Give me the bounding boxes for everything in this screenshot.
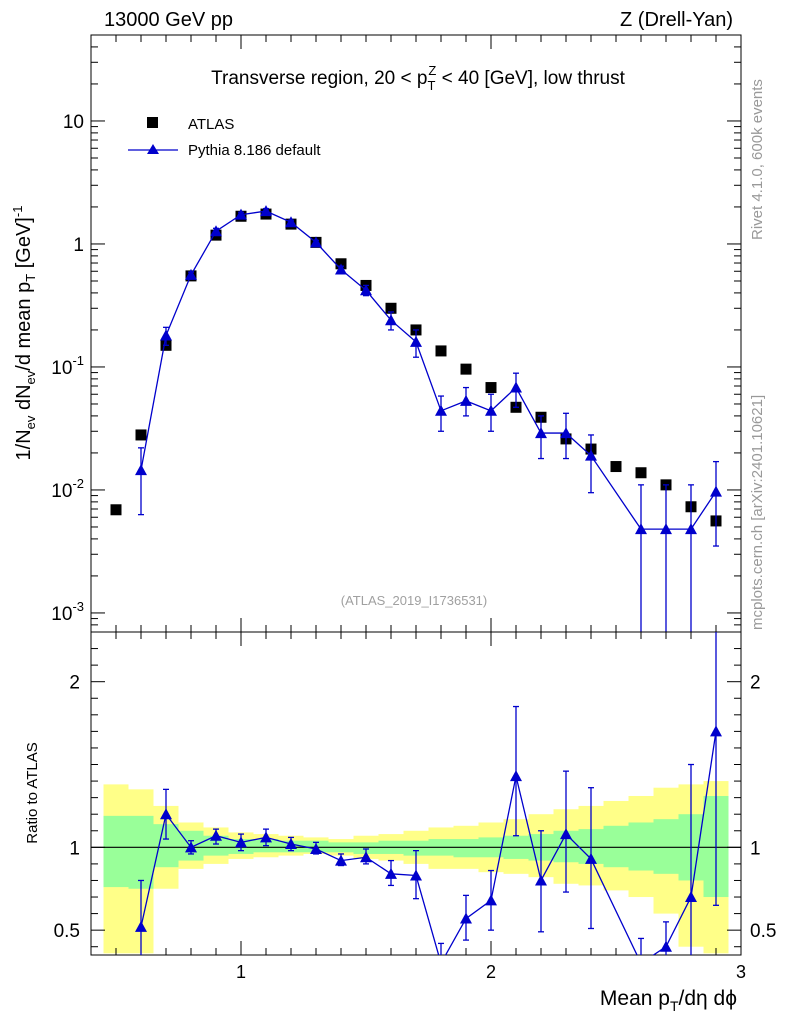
header-left: 13000 GeV pp (104, 9, 233, 31)
x-tick-label: 2 (486, 962, 496, 982)
atlas-data-point (460, 363, 472, 375)
ratio-point (585, 852, 597, 864)
pythia-point (685, 523, 697, 535)
pythia-point (185, 268, 197, 280)
ratio-point (685, 891, 697, 903)
stat-band-bin (403, 840, 429, 856)
ratio-point (335, 854, 347, 866)
pythia-point (135, 464, 147, 476)
pythia-point (335, 263, 347, 275)
stat-band-bin (203, 835, 229, 856)
ratio-point (635, 957, 647, 968)
pythia-point (310, 236, 322, 248)
legend-marker-atlas (147, 117, 158, 128)
main-plot-title: Transverse region, 20 < pTZ < 40 [GeV], … (211, 63, 625, 93)
pythia-point (410, 335, 422, 347)
pythia-point (510, 381, 522, 393)
stat-band-bin (453, 839, 479, 858)
pythia-point (560, 427, 572, 439)
ratio-y-tick-label-left: 0.5 (54, 921, 80, 942)
pythia-point (635, 523, 647, 535)
stat-band-bin (653, 819, 679, 874)
rivet-label: Rivet 4.1.0, 600k events (749, 79, 766, 240)
ratio-point (285, 838, 297, 850)
ratio-point (710, 725, 722, 737)
ratio-y-tick-label-right: 1 (750, 838, 761, 859)
header-right: Z (Drell-Yan) (620, 9, 733, 31)
ratio-point (485, 894, 497, 906)
atlas-data-point (635, 467, 647, 479)
y-tick-label: 10-1 (51, 353, 84, 379)
ratio-point (535, 874, 547, 886)
pythia-point (285, 216, 297, 228)
stat-band-bin (628, 822, 654, 871)
pythia-point (210, 225, 222, 237)
atlas-data-point (135, 429, 147, 441)
ratio-point (185, 841, 197, 853)
ratio-point (260, 831, 272, 843)
mcplots-label: mcplots.cern.ch [arXiv:2401.10621] (749, 395, 766, 630)
y-tick-label: 10-3 (51, 599, 84, 625)
atlas-data-point (610, 461, 622, 473)
ratio-plot-frame (90, 631, 742, 956)
ratio-y-tick-label-left: 2 (69, 673, 80, 694)
pythia-point (485, 404, 497, 416)
pythia-point (160, 329, 172, 341)
x-tick-label: 3 (736, 962, 746, 982)
ratio-point (360, 851, 372, 863)
stat-band-bin (103, 815, 129, 888)
analysis-watermark: (ATLAS_2019_I1736531) (341, 593, 487, 608)
ratio-point (385, 867, 397, 879)
ratio-plot: 1 2 30.5 0.51 12 2 (54, 631, 776, 982)
ratio-point (560, 828, 572, 840)
y-tick-label: 1 (73, 235, 84, 256)
pythia-line (140, 210, 717, 530)
ratio-point (135, 920, 147, 932)
atlas-data-point (435, 345, 447, 357)
stat-band-bin (128, 815, 154, 889)
ratio-point (510, 770, 522, 782)
pythia-point (710, 485, 722, 497)
atlas-data-point (385, 302, 397, 314)
pythia-point (235, 208, 247, 220)
y-axis-title: 1/Nev dNev/d mean pT [GeV]-1 (10, 206, 38, 461)
y-tick-label: 10 (63, 112, 84, 133)
ratio-y-tick-label-left: 1 (69, 838, 80, 859)
ratio-point (410, 869, 422, 881)
pythia-point (260, 205, 272, 217)
x-tick-label: 1 (236, 962, 246, 982)
legend-label-atlas: ATLAS (188, 116, 234, 133)
pythia-point (535, 427, 547, 439)
x-axis-title: Mean pT/dη dϕ (600, 987, 737, 1014)
main-plot: 10-3 10-2 10-1 1 10 (51, 34, 742, 633)
ratio-y-tick-label-right: 0.5 (750, 921, 776, 942)
y-tick-label: 10-2 (51, 476, 84, 502)
ratio-y-axis-title: Ratio to ATLAS (24, 742, 41, 843)
ratio-point (435, 957, 447, 968)
ratio-point (310, 842, 322, 854)
legend-label-pythia: Pythia 8.186 default (188, 142, 321, 159)
pythia-point (360, 284, 372, 296)
legend: ATLAS Pythia 8.186 default (128, 116, 321, 159)
pythia-point (435, 404, 447, 416)
stat-band-bin (353, 842, 379, 854)
stat-band-bin (603, 825, 629, 868)
atlas-data-point (485, 382, 497, 394)
pythia-point (460, 394, 472, 406)
legend-marker-pythia (147, 144, 159, 154)
pythia-point (660, 523, 672, 535)
ratio-point (235, 836, 247, 848)
pythia-point (585, 449, 597, 461)
atlas-data-point (110, 504, 122, 516)
ratio-y-tick-label-right: 2 (750, 673, 761, 694)
ratio-point (660, 940, 672, 952)
ratio-point (460, 912, 472, 924)
pythia-point (385, 314, 397, 326)
ratio-point (160, 808, 172, 820)
ratio-point (210, 829, 222, 841)
